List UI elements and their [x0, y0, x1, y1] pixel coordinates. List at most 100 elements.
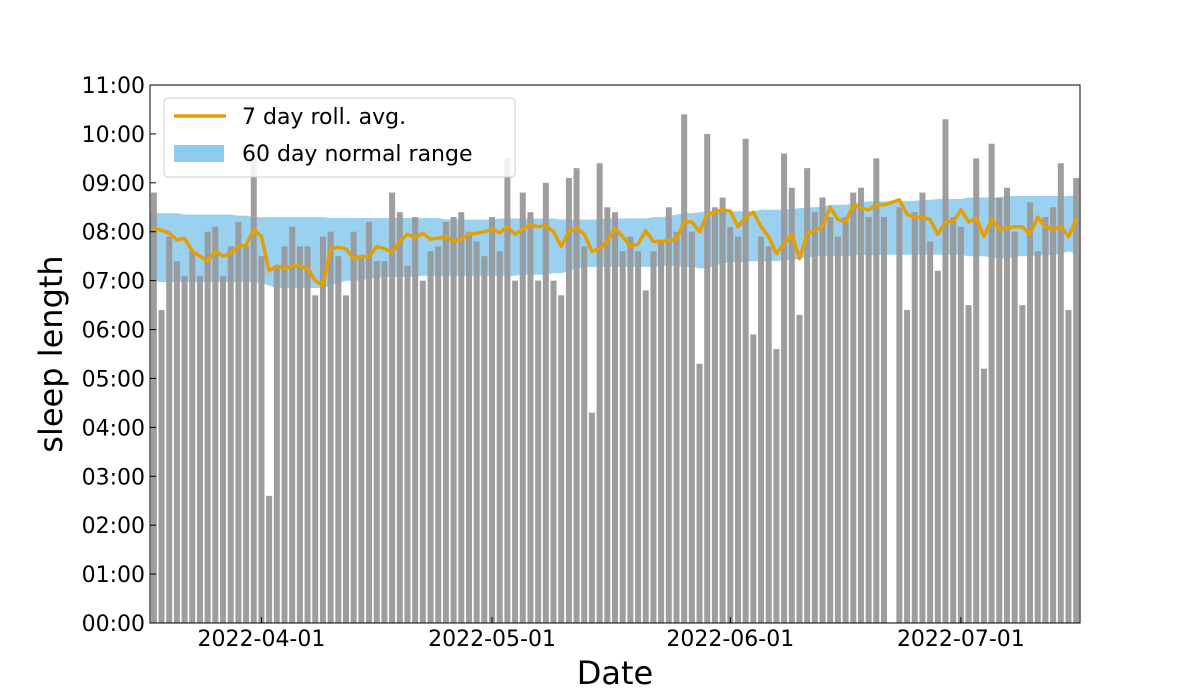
sleep-bar [312, 295, 319, 623]
x-axis-title: Date [577, 654, 653, 692]
sleep-bar [865, 217, 872, 624]
sleep-bar [1042, 217, 1049, 624]
sleep-bar [1011, 231, 1018, 624]
sleep-bar [758, 236, 765, 623]
sleep-bar [150, 192, 157, 623]
x-axis-ticks: 2022-04-01 2022-05-01 2022-06-01 2022-07-01 [198, 617, 1025, 652]
sleep-bar [765, 246, 772, 623]
sleep-bar [489, 217, 496, 624]
sleep-bar [473, 241, 480, 623]
sleep-bar [1027, 202, 1034, 623]
sleep-bar [1057, 163, 1064, 623]
sleep-bar [565, 177, 572, 623]
sleep-bar [934, 270, 941, 623]
sleep-bar [750, 334, 757, 623]
sleep-bar [596, 163, 603, 623]
sleep-bar [804, 168, 811, 623]
y-tick-label: 06:00 [82, 319, 145, 344]
sleep-bar [1050, 207, 1057, 623]
sleep-bar [950, 217, 957, 624]
sleep-bar [512, 280, 519, 623]
plot-area-frame [149, 84, 1081, 624]
sleep-bar [742, 138, 749, 624]
sleep-bar [273, 265, 280, 623]
legend-band-swatch [174, 145, 224, 162]
sleep-bar [266, 495, 273, 623]
sleep-bar [396, 212, 403, 623]
y-tick-label: 00:00 [82, 612, 145, 637]
sleep-bar [189, 251, 196, 624]
sleep-bar [711, 207, 718, 623]
sleep-bar [819, 197, 826, 624]
sleep-bar [1065, 309, 1072, 623]
sleep-bar [973, 158, 980, 624]
sleep-bar [850, 192, 857, 623]
legend-label-rolling-average: 7 day roll. avg. [242, 105, 406, 130]
y-tick-label: 02:00 [82, 514, 145, 539]
sleep-bar [857, 187, 864, 623]
sleep-bar [1034, 251, 1041, 624]
sleep-bar [550, 280, 557, 623]
sleep-bar [681, 114, 688, 623]
sleep-bar [173, 261, 180, 623]
legend-label-normal-range: 60 day normal range [242, 142, 473, 167]
sleep-bar [404, 265, 411, 623]
sleep-bar [358, 256, 365, 623]
sleep-bar [719, 197, 726, 624]
sleep-bar [527, 212, 534, 623]
sleep-bar [389, 192, 396, 623]
sleep-bar [635, 251, 642, 624]
sleep-bar [911, 212, 918, 623]
x-tick-label: 2022-06-01 [666, 627, 794, 652]
sleep-bar [412, 217, 419, 624]
sleep-bar [1003, 187, 1010, 623]
sleep-bar [243, 246, 250, 623]
sleep-bar [696, 363, 703, 623]
sleep-bar [419, 280, 426, 623]
sleep-bar [435, 246, 442, 623]
sleep-bar [196, 275, 203, 623]
sleep-bar [665, 207, 672, 623]
sleep-bar [235, 221, 242, 623]
y-tick-label: 08:00 [82, 221, 145, 246]
sleep-bar [957, 226, 964, 623]
y-tick-label: 01:00 [82, 563, 145, 588]
sleep-bar [642, 290, 649, 623]
sleep-bar [427, 251, 434, 624]
y-tick-label: 11:00 [82, 74, 145, 99]
sleep-bar [542, 182, 549, 623]
sleep-bar [811, 212, 818, 623]
y-tick-label: 10:00 [82, 123, 145, 148]
y-tick-label: 07:00 [82, 270, 145, 295]
sleep-bar [965, 305, 972, 623]
sleep-bar [1019, 305, 1026, 623]
y-tick-label: 05:00 [82, 367, 145, 392]
sleep-bar [658, 241, 665, 623]
sleep-bar [796, 314, 803, 623]
sleep-bar [289, 226, 296, 623]
y-tick-label: 04:00 [82, 416, 145, 441]
sleep-bar [612, 212, 618, 623]
sleep-bar [442, 221, 449, 623]
sleep-bar [842, 217, 849, 624]
sleep-bar [827, 217, 834, 624]
sleep-bar [581, 246, 588, 623]
sleep-bar [573, 168, 580, 623]
sleep-bar [881, 217, 888, 624]
sleep-bar [158, 309, 165, 623]
y-axis-ticks: 00:00 01:00 02:00 03:00 04:00 05:00 06:00 07:00… [82, 74, 156, 637]
sleep-bar [458, 212, 465, 623]
x-tick-label: 2022-05-01 [428, 627, 556, 652]
sleep-bar [988, 143, 995, 623]
sleep-bar [588, 412, 595, 623]
sleep-bar [481, 256, 488, 623]
sleep-bar [673, 231, 680, 624]
sleep-bar [619, 251, 626, 624]
sleep-bar [350, 231, 357, 624]
sleep-bar [781, 153, 788, 623]
sleep-bar [873, 158, 880, 624]
sleep-bar [296, 246, 303, 623]
legend-frame [163, 97, 516, 178]
sleep-bar [558, 295, 565, 623]
sleep-bar [327, 231, 334, 624]
